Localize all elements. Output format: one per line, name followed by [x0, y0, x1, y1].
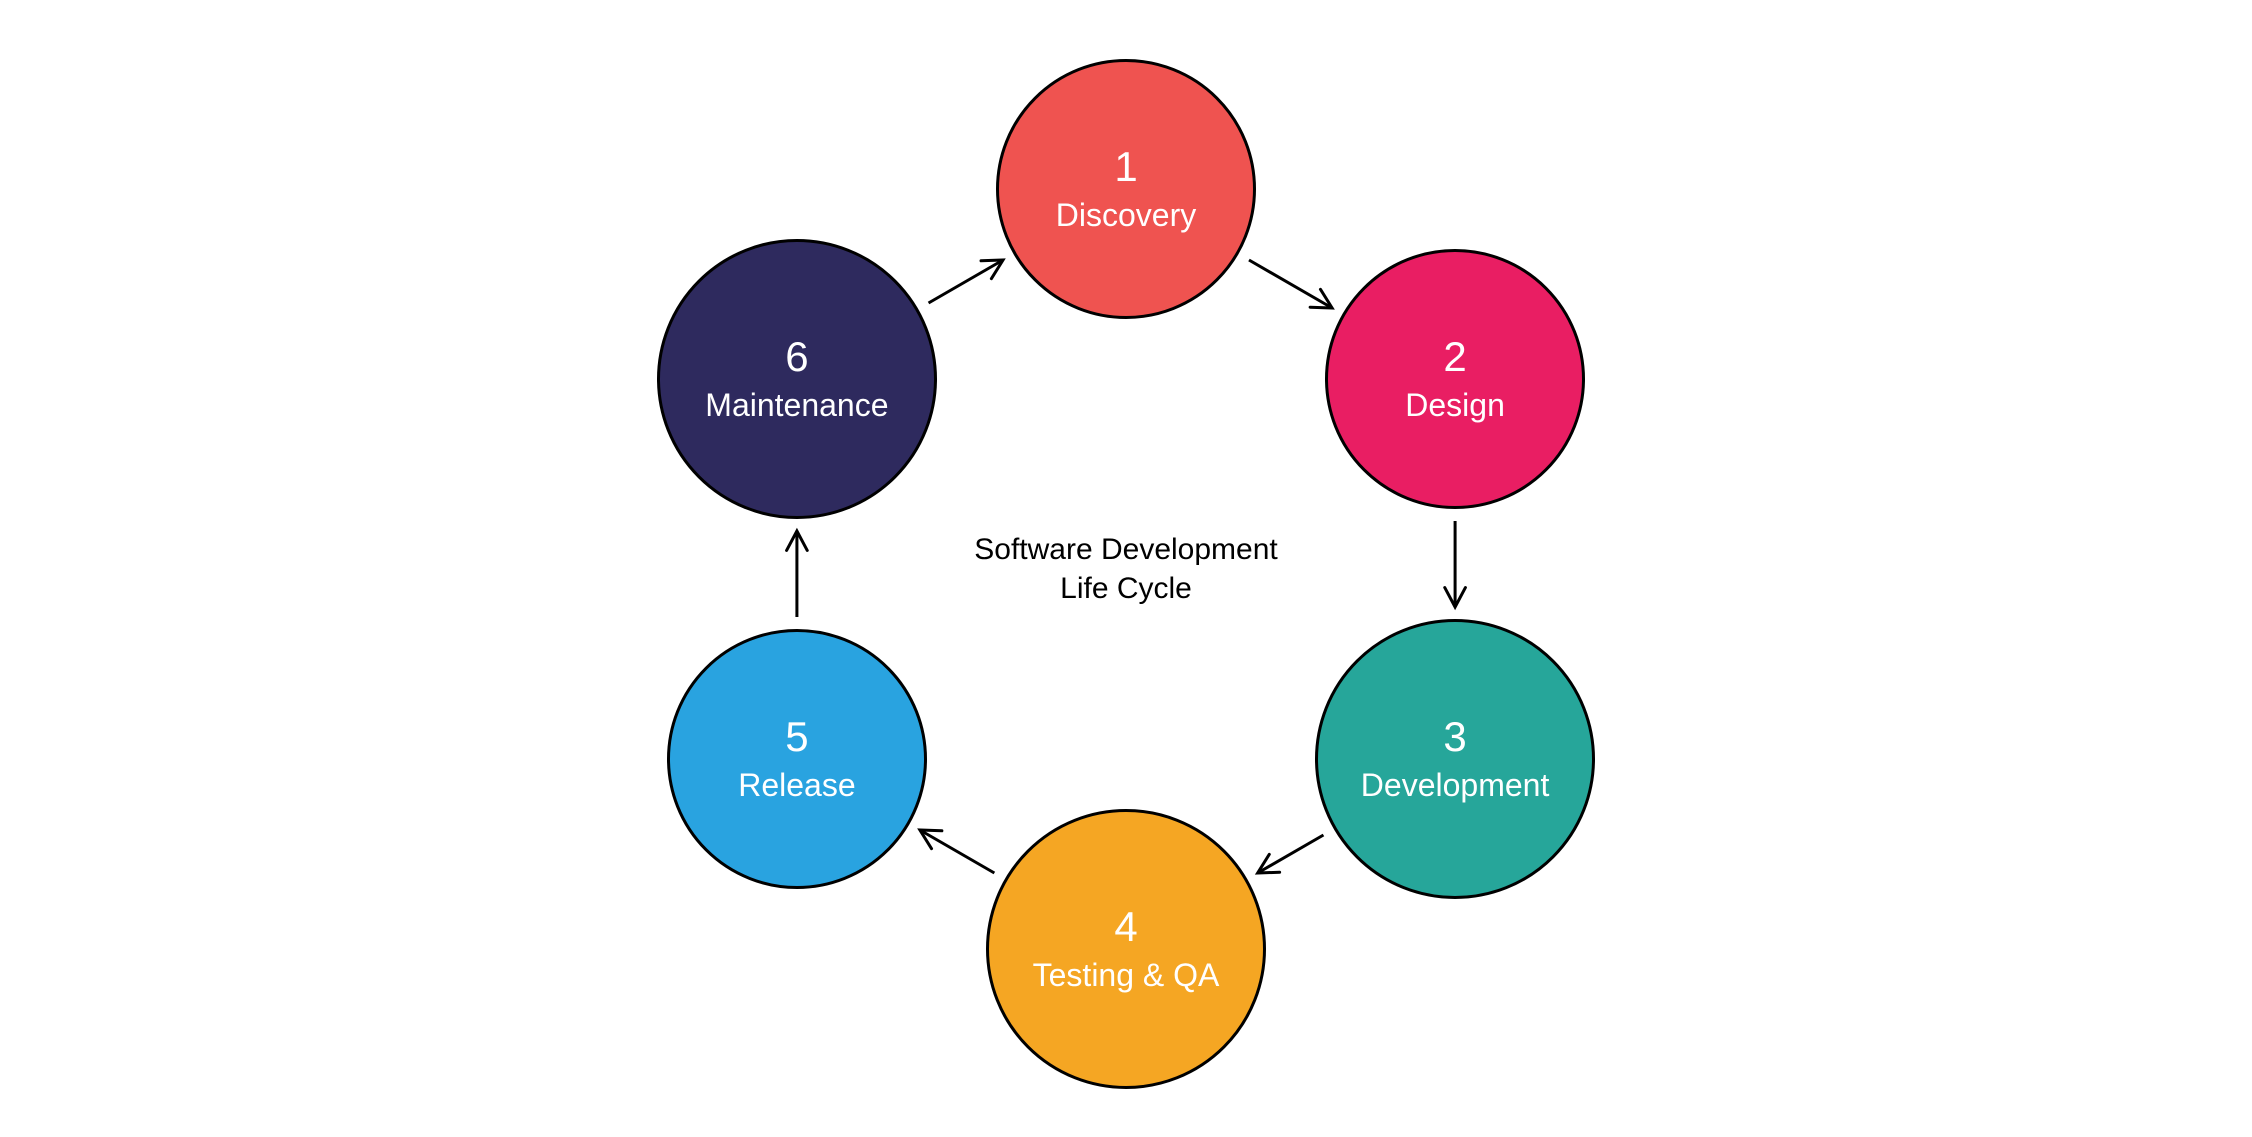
node-3-label: Development	[1361, 768, 1550, 803]
node-5-label: Release	[738, 768, 855, 803]
node-4: 4 Testing & QA	[986, 809, 1266, 1089]
center-label-line2: Life Cycle	[974, 569, 1278, 608]
center-label-line1: Software Development	[974, 530, 1278, 569]
node-3-number: 3	[1443, 714, 1466, 760]
edge-5-arrowhead	[787, 531, 808, 550]
edge-6	[929, 260, 1003, 303]
edge-1	[1249, 260, 1332, 308]
edge-3-arrowhead	[1258, 854, 1280, 873]
node-1-label: Discovery	[1056, 198, 1196, 233]
edge-4	[920, 830, 994, 873]
node-2-number: 2	[1443, 334, 1466, 380]
edge-3	[1258, 835, 1324, 873]
node-1-number: 1	[1114, 144, 1137, 190]
node-4-label: Testing & QA	[1033, 958, 1220, 993]
node-6-label: Maintenance	[705, 388, 888, 423]
node-1: 1 Discovery	[996, 59, 1256, 319]
node-6: 6 Maintenance	[657, 239, 937, 519]
node-2-label: Design	[1405, 388, 1505, 423]
edge-4-arrowhead	[920, 830, 942, 849]
node-4-number: 4	[1114, 904, 1137, 950]
edge-2-arrowhead	[1445, 587, 1466, 606]
node-6-number: 6	[785, 334, 808, 380]
node-5-number: 5	[785, 714, 808, 760]
edge-1-arrowhead	[1310, 289, 1332, 308]
sdlc-diagram: Software Development Life Cycle 1 Discove…	[576, 19, 1676, 1119]
center-label: Software Development Life Cycle	[974, 530, 1278, 608]
node-3: 3 Development	[1315, 619, 1595, 899]
node-2: 2 Design	[1325, 249, 1585, 509]
node-5: 5 Release	[667, 629, 927, 889]
edge-6-arrowhead	[981, 260, 1003, 279]
